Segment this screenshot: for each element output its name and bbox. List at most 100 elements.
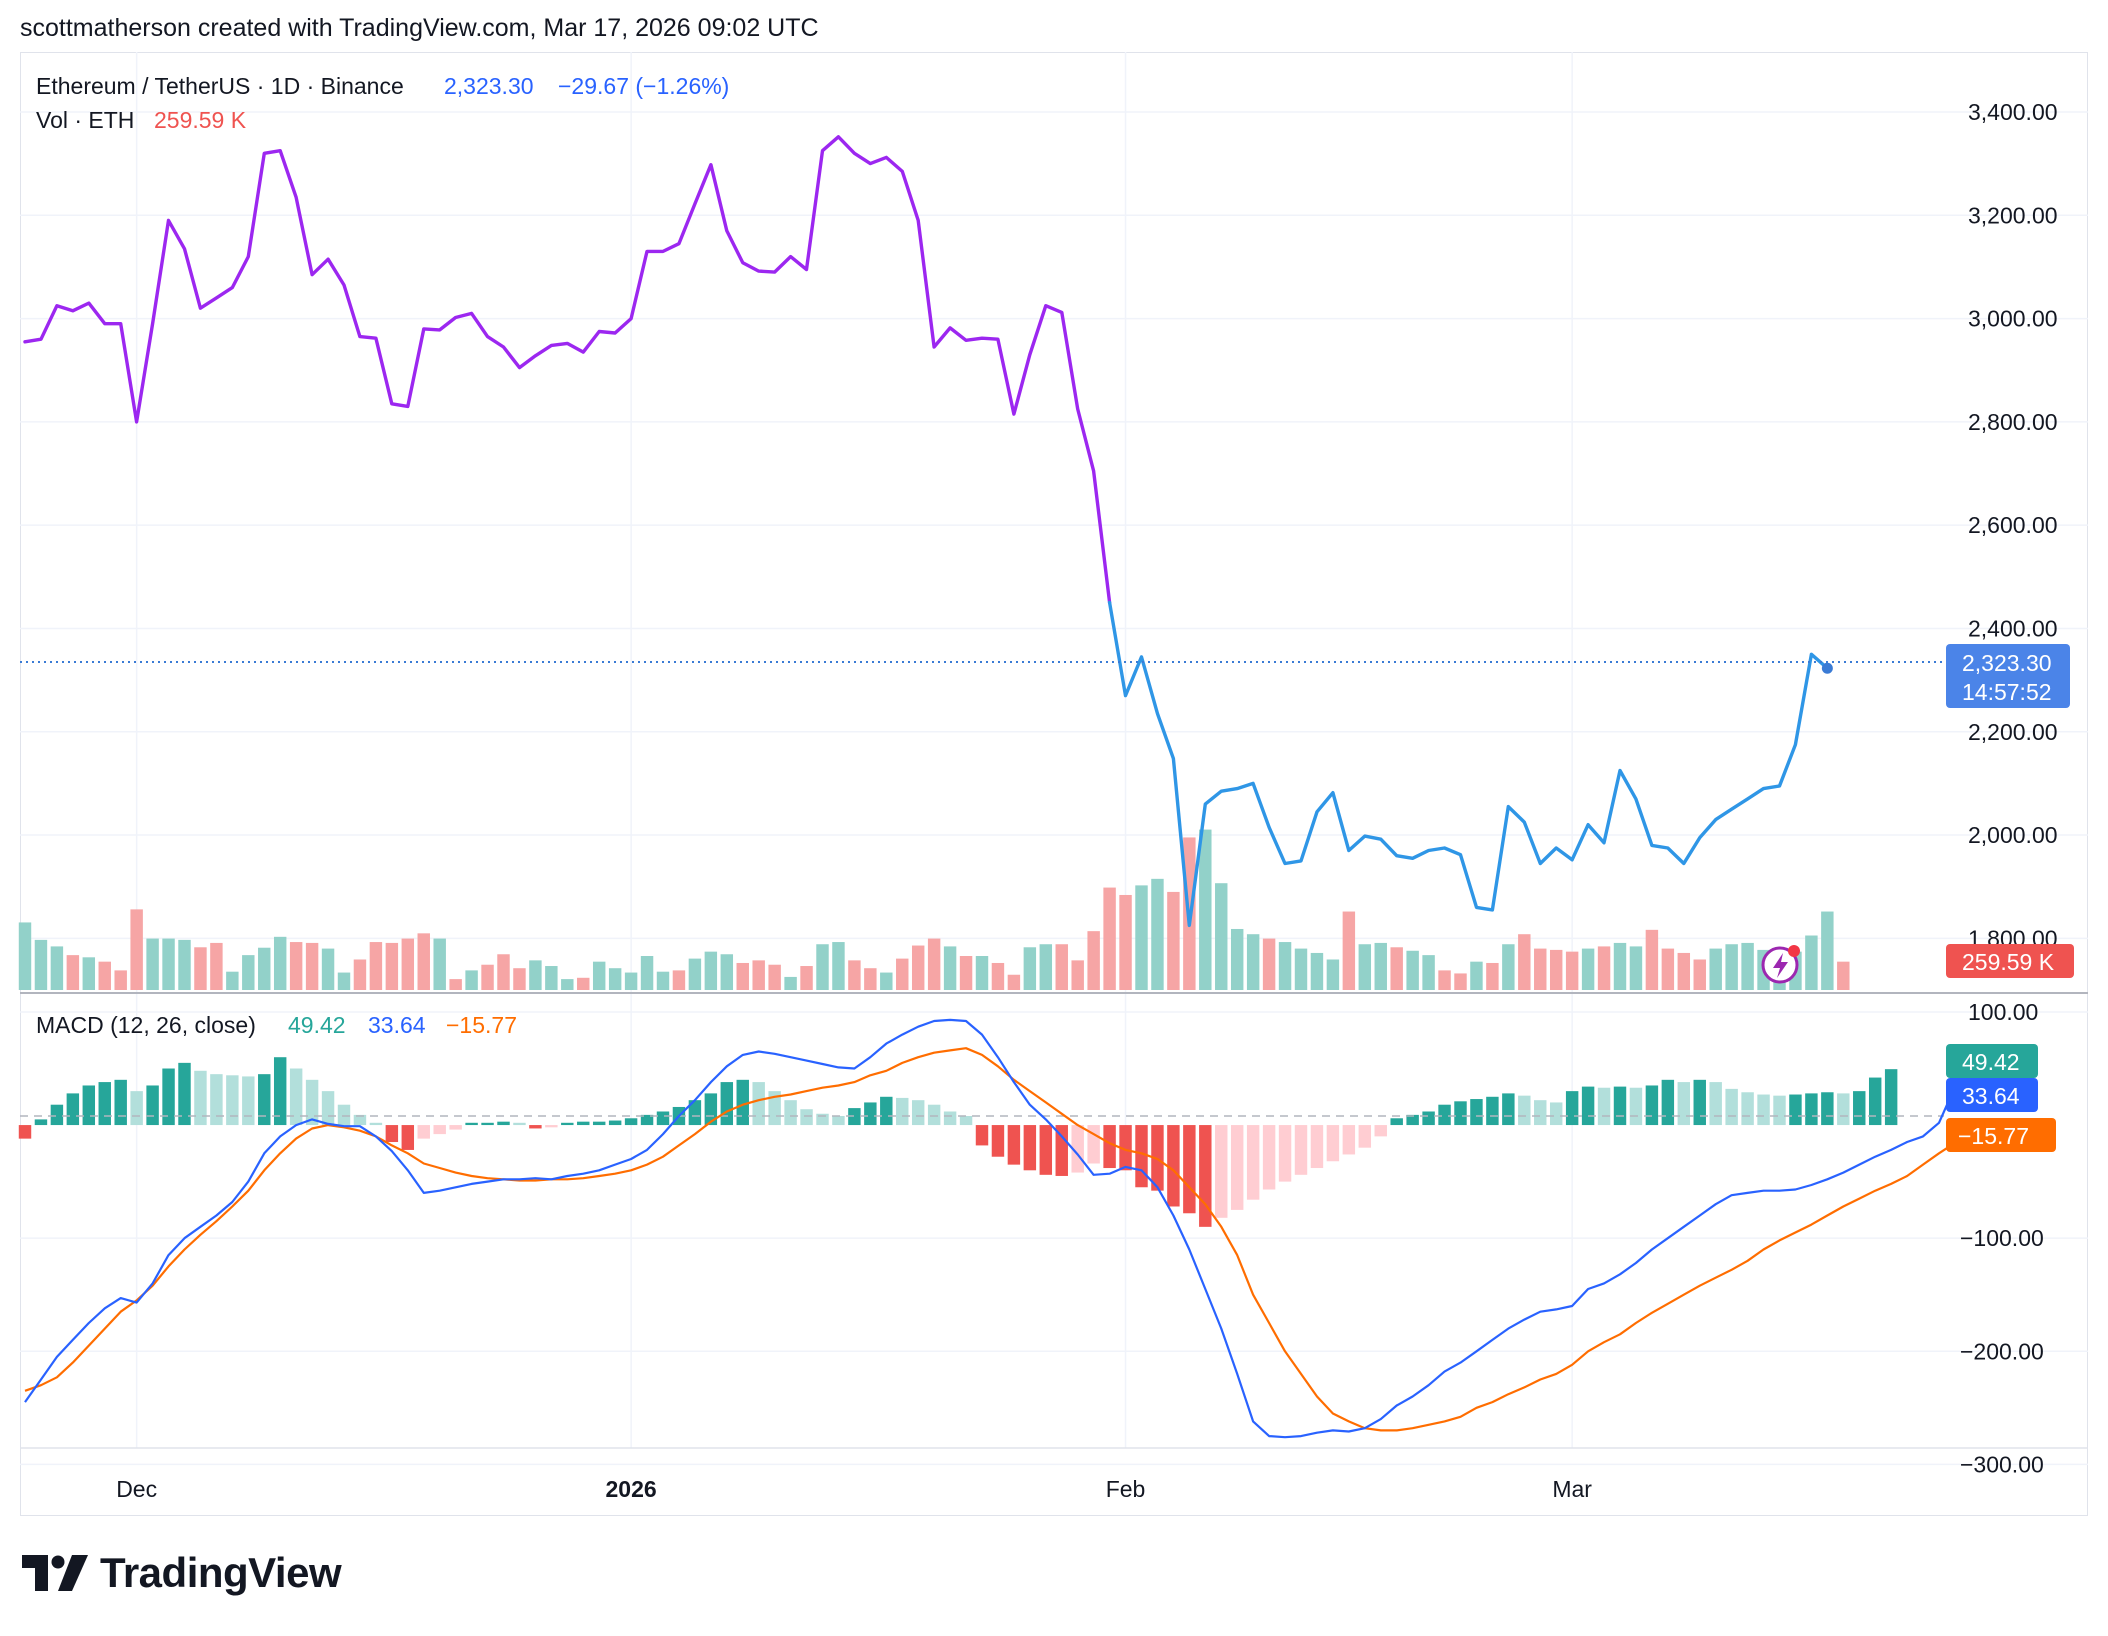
macd-histogram-bar (848, 1108, 861, 1126)
volume-bar (1565, 951, 1579, 990)
volume-bar (18, 922, 32, 990)
macd-histogram-bar (194, 1070, 207, 1126)
macd-histogram-bar (1837, 1093, 1850, 1126)
macd-histogram-bar (1549, 1102, 1563, 1126)
volume-bar (1741, 942, 1754, 990)
volume-bar (337, 972, 351, 990)
macd-histogram-bar (1486, 1096, 1499, 1126)
macd-histogram-bar (242, 1076, 255, 1126)
macd-histogram-bar (1374, 1125, 1387, 1137)
volume-bar (784, 976, 797, 990)
macd-histogram-bar (433, 1125, 446, 1135)
price-axis-label: 2,600.00 (1968, 512, 2058, 538)
lightning-bolt-shape (1773, 953, 1788, 978)
volume-bar (194, 947, 207, 990)
macd-histogram-bar (98, 1082, 111, 1126)
macd-histogram-bar (1884, 1069, 1898, 1126)
macd-histogram-bar (752, 1082, 765, 1126)
volume-bar (1294, 948, 1308, 990)
volume-bar (1581, 948, 1595, 990)
macd-histogram-bar (465, 1122, 478, 1126)
macd-histogram-bar (1438, 1104, 1451, 1126)
macd-histogram-bar (1773, 1095, 1786, 1126)
macd-histogram-bar (1183, 1125, 1196, 1214)
macd-hist-tag: 49.42 (1962, 1049, 2020, 1075)
macd-histogram-bar (497, 1121, 510, 1126)
macd-histogram-bar (688, 1100, 702, 1126)
macd-histogram-bar (1534, 1100, 1547, 1126)
macd-histogram-bar (1677, 1082, 1691, 1126)
macd-histogram-bar (1709, 1082, 1722, 1126)
volume-bar (369, 942, 383, 990)
macd-histogram-bar (959, 1116, 973, 1126)
volume-bar (672, 970, 686, 990)
volume-tag-value: 259.59 K (1962, 949, 2055, 975)
volume-bar (1199, 829, 1212, 990)
time-axis-label: Dec (116, 1476, 157, 1502)
volume-bar (449, 979, 462, 990)
macd-histogram-bar (1167, 1125, 1180, 1207)
volume-bar (1087, 931, 1100, 990)
chart-canvas[interactable]: 1,800.002,000.002,200.002,400.002,600.00… (0, 0, 2108, 1540)
volume-bar (561, 979, 574, 990)
volume-bar (975, 956, 989, 990)
legend-symbol[interactable]: Ethereum / TetherUS · 1D · Binance (36, 73, 404, 99)
macd-histogram-bar (1645, 1085, 1659, 1126)
volume-bar (465, 970, 478, 990)
volume-bar (321, 948, 335, 990)
volume-bar (608, 968, 622, 990)
chart-caption: scottmatherson created with TradingView.… (20, 14, 819, 42)
volume-bar (864, 968, 877, 990)
macd-histogram-bar (1470, 1099, 1483, 1126)
volume-bar (50, 946, 64, 990)
macd-histogram-bar (991, 1125, 1005, 1157)
volume-bar (1167, 891, 1180, 990)
volume-bar (896, 958, 909, 990)
volume-bar (130, 909, 143, 990)
volume-bar (513, 968, 526, 990)
macd-axis-label: −200.00 (1960, 1338, 2044, 1364)
macd-histogram-bar (1406, 1114, 1419, 1126)
macd-histogram-bar (800, 1109, 813, 1126)
macd-histogram-bar (1518, 1095, 1531, 1126)
price-tag-box (1946, 644, 2070, 708)
brand-name: TradingView (100, 1549, 342, 1596)
axis-labels: 1,800.002,000.002,200.002,400.002,600.00… (116, 99, 2057, 1502)
volume-bar (273, 936, 287, 990)
price-axis-label: 3,000.00 (1968, 306, 2058, 332)
volume-bar (1470, 961, 1483, 990)
macd-histogram-bar (1693, 1079, 1706, 1126)
volume-bar (848, 960, 861, 990)
volume-bar (1230, 928, 1244, 990)
legend-vol-label[interactable]: Vol · ETH (36, 107, 134, 133)
macd-axis-label: −300.00 (1960, 1451, 2044, 1477)
macd-histogram-bar (50, 1104, 64, 1126)
legend-macd-label[interactable]: MACD (12, 26, close) (36, 1012, 256, 1038)
volume-bar (417, 933, 430, 990)
macd-histogram-bar (656, 1111, 670, 1126)
macd-histogram-bar (289, 1068, 303, 1126)
macd-histogram-bar (305, 1079, 319, 1126)
macd-histogram-bar (417, 1125, 430, 1139)
volume-bar (289, 942, 303, 990)
volume-bar (1661, 948, 1675, 990)
macd-histogram-bar (210, 1074, 223, 1126)
macd-histogram-bar (1725, 1088, 1738, 1126)
volume-bar (816, 944, 829, 990)
macd-histogram-bar (832, 1116, 845, 1126)
brand-logo[interactable]: TradingView (22, 1548, 342, 1598)
macd-axis-label: 100.00 (1968, 999, 2038, 1025)
volume-bar (943, 946, 957, 990)
volume-bar (1725, 944, 1738, 990)
price-tag-value: 2,323.30 (1962, 650, 2052, 676)
volume-bar (146, 938, 159, 990)
volume-bar (1422, 955, 1435, 990)
volume-bar (1151, 878, 1164, 990)
macd-histogram-bar (1789, 1094, 1802, 1126)
volume-bar (210, 942, 223, 990)
price-line-segment (1107, 600, 1830, 928)
macd-histogram-bar (1023, 1125, 1037, 1171)
volume-bars (18, 829, 1850, 990)
price-axis-label: 2,800.00 (1968, 409, 2058, 435)
volume-bar (1709, 948, 1722, 990)
